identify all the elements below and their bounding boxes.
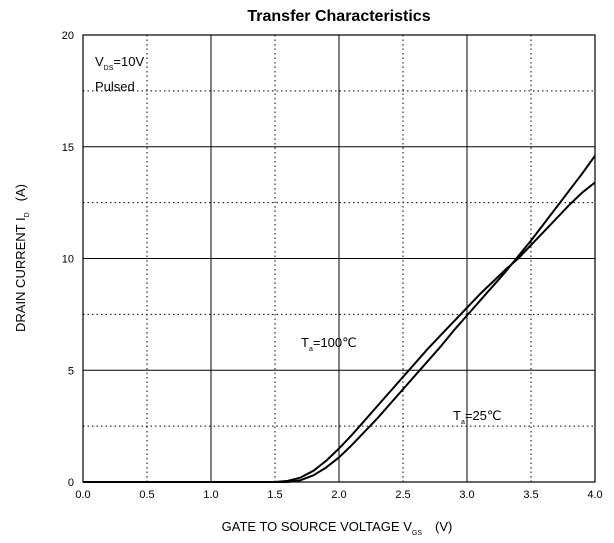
plot-frame	[82, 34, 596, 483]
x-axis-label: GATE TO SOURCE VOLTAGE VGS (V)	[222, 519, 453, 537]
x-tick-label: 4.0	[587, 489, 602, 501]
x-tick-label: 2.0	[331, 489, 346, 501]
y-tick-label: 20	[62, 30, 74, 42]
x-tick-label: 1.0	[203, 489, 218, 501]
x-tick-label: 0.5	[139, 489, 154, 501]
series-group	[83, 155, 596, 483]
x-tick-label: 3.0	[459, 489, 474, 501]
series-label-100c: Ta=100℃	[301, 335, 357, 353]
x-tick-label: 1.5	[267, 489, 282, 501]
series-line-ta-25c	[83, 155, 596, 483]
grid	[83, 35, 595, 482]
y-tick-label: 15	[62, 142, 74, 154]
y-tick-label: 5	[68, 365, 74, 377]
x-tick-label: 0.0	[75, 489, 90, 501]
chart-title: Transfer Characteristics	[247, 8, 430, 25]
series-line-ta-100c	[83, 181, 596, 483]
y-axis-label: DRAIN CURRENT ID(A)	[13, 184, 31, 332]
tick-labels: 0.0 0.5 1.0 1.5 2.0 2.5 3.0 3.5 4.0 0 5 10 15 20	[62, 30, 603, 501]
y-tick-label: 0	[68, 477, 74, 489]
series-label-25c: Ta=25℃	[453, 408, 502, 426]
x-tick-label: 2.5	[395, 489, 410, 501]
condition-pulsed: Pulsed	[95, 79, 135, 94]
y-tick-label: 10	[62, 254, 74, 266]
condition-vds: VDS=10V	[95, 54, 144, 72]
x-tick-label: 3.5	[523, 489, 538, 501]
